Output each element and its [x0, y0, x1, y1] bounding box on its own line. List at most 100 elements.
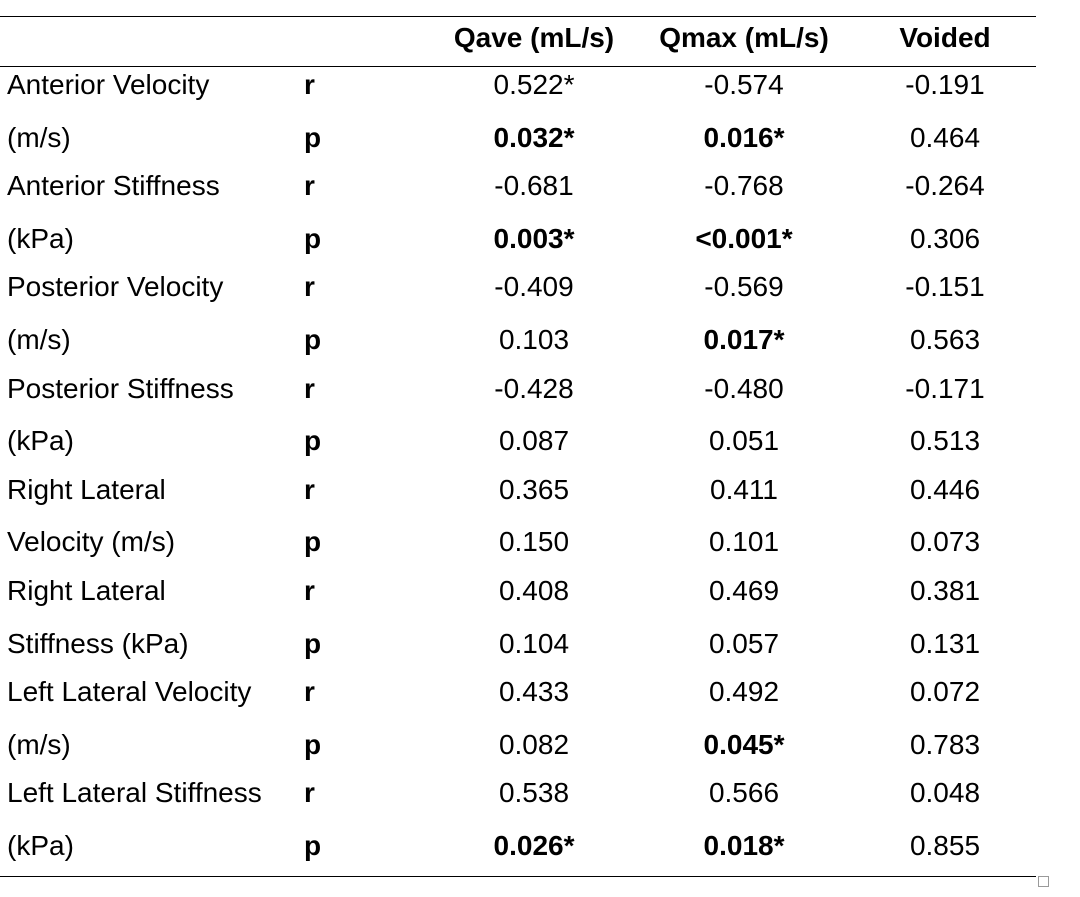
stat-type: p: [304, 121, 322, 153]
row-label: Posterior Velocity: [7, 271, 224, 303]
qmax-value: -0.569: [704, 271, 784, 303]
qmax-value: 0.051: [708, 425, 780, 457]
table-row: Anterior Stiffness r -0.681 -0.768 -0.264: [0, 168, 1036, 219]
voided-value: 0.072: [909, 676, 981, 708]
row-label: (m/s): [7, 324, 71, 355]
row-label: Left Lateral Velocity: [7, 676, 252, 708]
stat-type: p: [304, 627, 322, 659]
row-label: Anterior Velocity: [7, 69, 210, 100]
stat-type: r: [304, 676, 315, 708]
table-row: Stiffness (kPa) p 0.104 0.057 0.131: [0, 624, 1036, 675]
voided-value: 0.131: [909, 627, 981, 659]
voided-value: 0.446: [909, 473, 981, 505]
row-label: (kPa): [7, 425, 74, 457]
header-qave: Qave (mL/s): [453, 22, 615, 53]
table-row: Left Lateral Stiffness r 0.538 0.566 0.048: [0, 775, 1036, 826]
row-label: (kPa): [7, 222, 74, 254]
row-label: Right Lateral: [7, 473, 166, 505]
stat-type: p: [304, 728, 322, 760]
qmax-value: -0.574: [704, 69, 784, 100]
qmax-value: 0.101: [708, 526, 780, 558]
table-row: (kPa) p 0.087 0.051 0.513: [0, 421, 1036, 472]
table-row: (kPa) p 0.003* <0.001* 0.306: [0, 219, 1036, 270]
stat-type: r: [304, 575, 315, 606]
row-label: Left Lateral Stiffness: [7, 777, 262, 809]
qmax-value: 0.566: [708, 777, 780, 809]
voided-value: 0.563: [909, 324, 981, 355]
table-header-row: Qave (mL/s) Qmax (mL/s) Voided: [0, 16, 1036, 66]
row-label: (m/s): [7, 728, 71, 760]
qave-value: 0.003*: [493, 222, 575, 254]
table-row: (m/s) p 0.103 0.017* 0.563: [0, 320, 1036, 371]
table-bottom-rule: [0, 876, 1036, 877]
row-label: Velocity (m/s): [7, 526, 176, 558]
table-row: Posterior Velocity r -0.409 -0.569 -0.151: [0, 269, 1036, 320]
stat-type: r: [304, 271, 315, 303]
qave-value: -0.409: [494, 271, 574, 303]
table-header-rule: [0, 66, 1036, 67]
table-row: Posterior Stiffness r -0.428 -0.480 -0.171: [0, 371, 1036, 422]
stat-type: r: [304, 372, 315, 404]
stat-type: r: [304, 473, 315, 505]
table-row: Velocity (m/s) p 0.150 0.101 0.073: [0, 522, 1036, 573]
table-row: (m/s) p 0.082 0.045* 0.783: [0, 725, 1036, 776]
header-qmax: Qmax (mL/s): [659, 22, 829, 53]
row-label: (kPa): [7, 830, 74, 861]
qave-value: 0.026*: [493, 830, 575, 861]
stat-type: p: [304, 222, 322, 254]
table-resize-handle[interactable]: [1038, 876, 1049, 887]
qmax-value: -0.480: [704, 372, 784, 404]
voided-value: -0.171: [905, 372, 985, 404]
qmax-value: 0.017*: [703, 324, 785, 355]
row-label: Right Lateral: [7, 575, 166, 606]
table-row: Left Lateral Velocity r 0.433 0.492 0.072: [0, 674, 1036, 725]
qmax-value: -0.768: [704, 170, 784, 202]
qmax-value: 0.045*: [703, 728, 785, 760]
voided-value: 0.513: [909, 425, 981, 457]
qave-value: 0.433: [498, 676, 570, 708]
stat-type: r: [304, 69, 315, 100]
qave-value: 0.032*: [493, 121, 575, 153]
voided-value: 0.048: [909, 777, 981, 809]
table-row: Right Lateral r 0.365 0.411 0.446: [0, 472, 1036, 523]
qmax-value: 0.057: [708, 627, 780, 659]
qave-value: -0.428: [494, 372, 574, 404]
voided-value: 0.073: [909, 526, 981, 558]
stat-type: p: [304, 526, 322, 558]
voided-value: -0.151: [905, 271, 985, 303]
qave-value: -0.681: [494, 170, 574, 202]
voided-value: 0.783: [909, 728, 981, 760]
qave-value: 0.522*: [493, 69, 575, 100]
row-label: Anterior Stiffness: [7, 170, 220, 202]
qave-value: 0.150: [498, 526, 570, 558]
row-label: Posterior Stiffness: [7, 372, 234, 404]
qave-value: 0.104: [498, 627, 570, 659]
table-top-rule: [0, 16, 1036, 17]
qmax-value: <0.001*: [695, 222, 793, 254]
table-row: (m/s) p 0.032* 0.016* 0.464: [0, 118, 1036, 169]
header-voided: Voided: [899, 22, 991, 53]
qmax-value: 0.016*: [703, 121, 785, 153]
qave-value: 0.103: [498, 324, 570, 355]
qave-value: 0.538: [498, 777, 570, 809]
stat-type: r: [304, 777, 315, 809]
qave-value: 0.082: [498, 728, 570, 760]
qave-value: 0.087: [498, 425, 570, 457]
row-label: Stiffness (kPa): [7, 627, 189, 659]
voided-value: 0.381: [909, 575, 981, 606]
qmax-value: 0.411: [710, 473, 778, 505]
qave-value: 0.408: [498, 575, 570, 606]
qmax-value: 0.018*: [703, 830, 785, 861]
qmax-value: 0.469: [708, 575, 780, 606]
voided-value: 0.855: [909, 830, 981, 861]
stat-type: r: [304, 170, 315, 202]
stat-type: p: [304, 830, 322, 861]
voided-value: -0.264: [905, 170, 985, 202]
voided-value: 0.306: [909, 222, 981, 254]
table-row: (kPa) p 0.026* 0.018* 0.855: [0, 826, 1036, 877]
table-row: Anterior Velocity r 0.522* -0.574 -0.191: [0, 67, 1036, 118]
stat-type: p: [304, 324, 322, 355]
row-label: (m/s): [7, 121, 71, 153]
qave-value: 0.365: [498, 473, 570, 505]
stat-type: p: [304, 425, 322, 457]
